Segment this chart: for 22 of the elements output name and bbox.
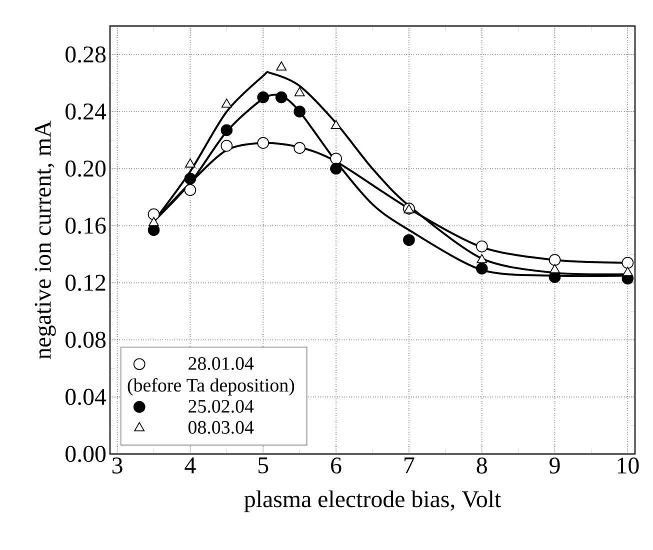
x-tick-label: 7 — [404, 458, 414, 474]
legend-label: 25.02.04 — [188, 400, 254, 413]
x-tick-label: 10 — [618, 458, 639, 474]
y-tick-label: 0.28 — [66, 46, 106, 63]
x-tick-label: 5 — [258, 458, 268, 474]
x-tick-label: 4 — [184, 458, 196, 474]
y-tick-label: 0.00 — [66, 446, 106, 462]
y-tick-label: 0.20 — [66, 160, 106, 177]
x-tick-label: 3 — [112, 458, 122, 474]
x-tick-label: 6 — [331, 458, 342, 474]
x-axis-title: plasma electrode bias, Volt — [244, 490, 502, 512]
x-tick-label: 8 — [476, 458, 487, 474]
x-tick-label: 9 — [550, 458, 560, 474]
y-tick-label: 0.08 — [66, 332, 106, 348]
y-axis-title: negative ion current, mA — [34, 120, 56, 359]
y-tick-label: 0.16 — [66, 218, 106, 234]
annotation: (before Ta deposition) — [128, 378, 294, 396]
legend-label: 28.01.04 — [188, 357, 254, 370]
y-tick-label: 0.24 — [66, 103, 106, 120]
legend-label: 08.03.04 — [188, 421, 254, 434]
y-tick-label: 0.12 — [66, 274, 106, 291]
y-tick-label: 0.04 — [66, 388, 106, 406]
